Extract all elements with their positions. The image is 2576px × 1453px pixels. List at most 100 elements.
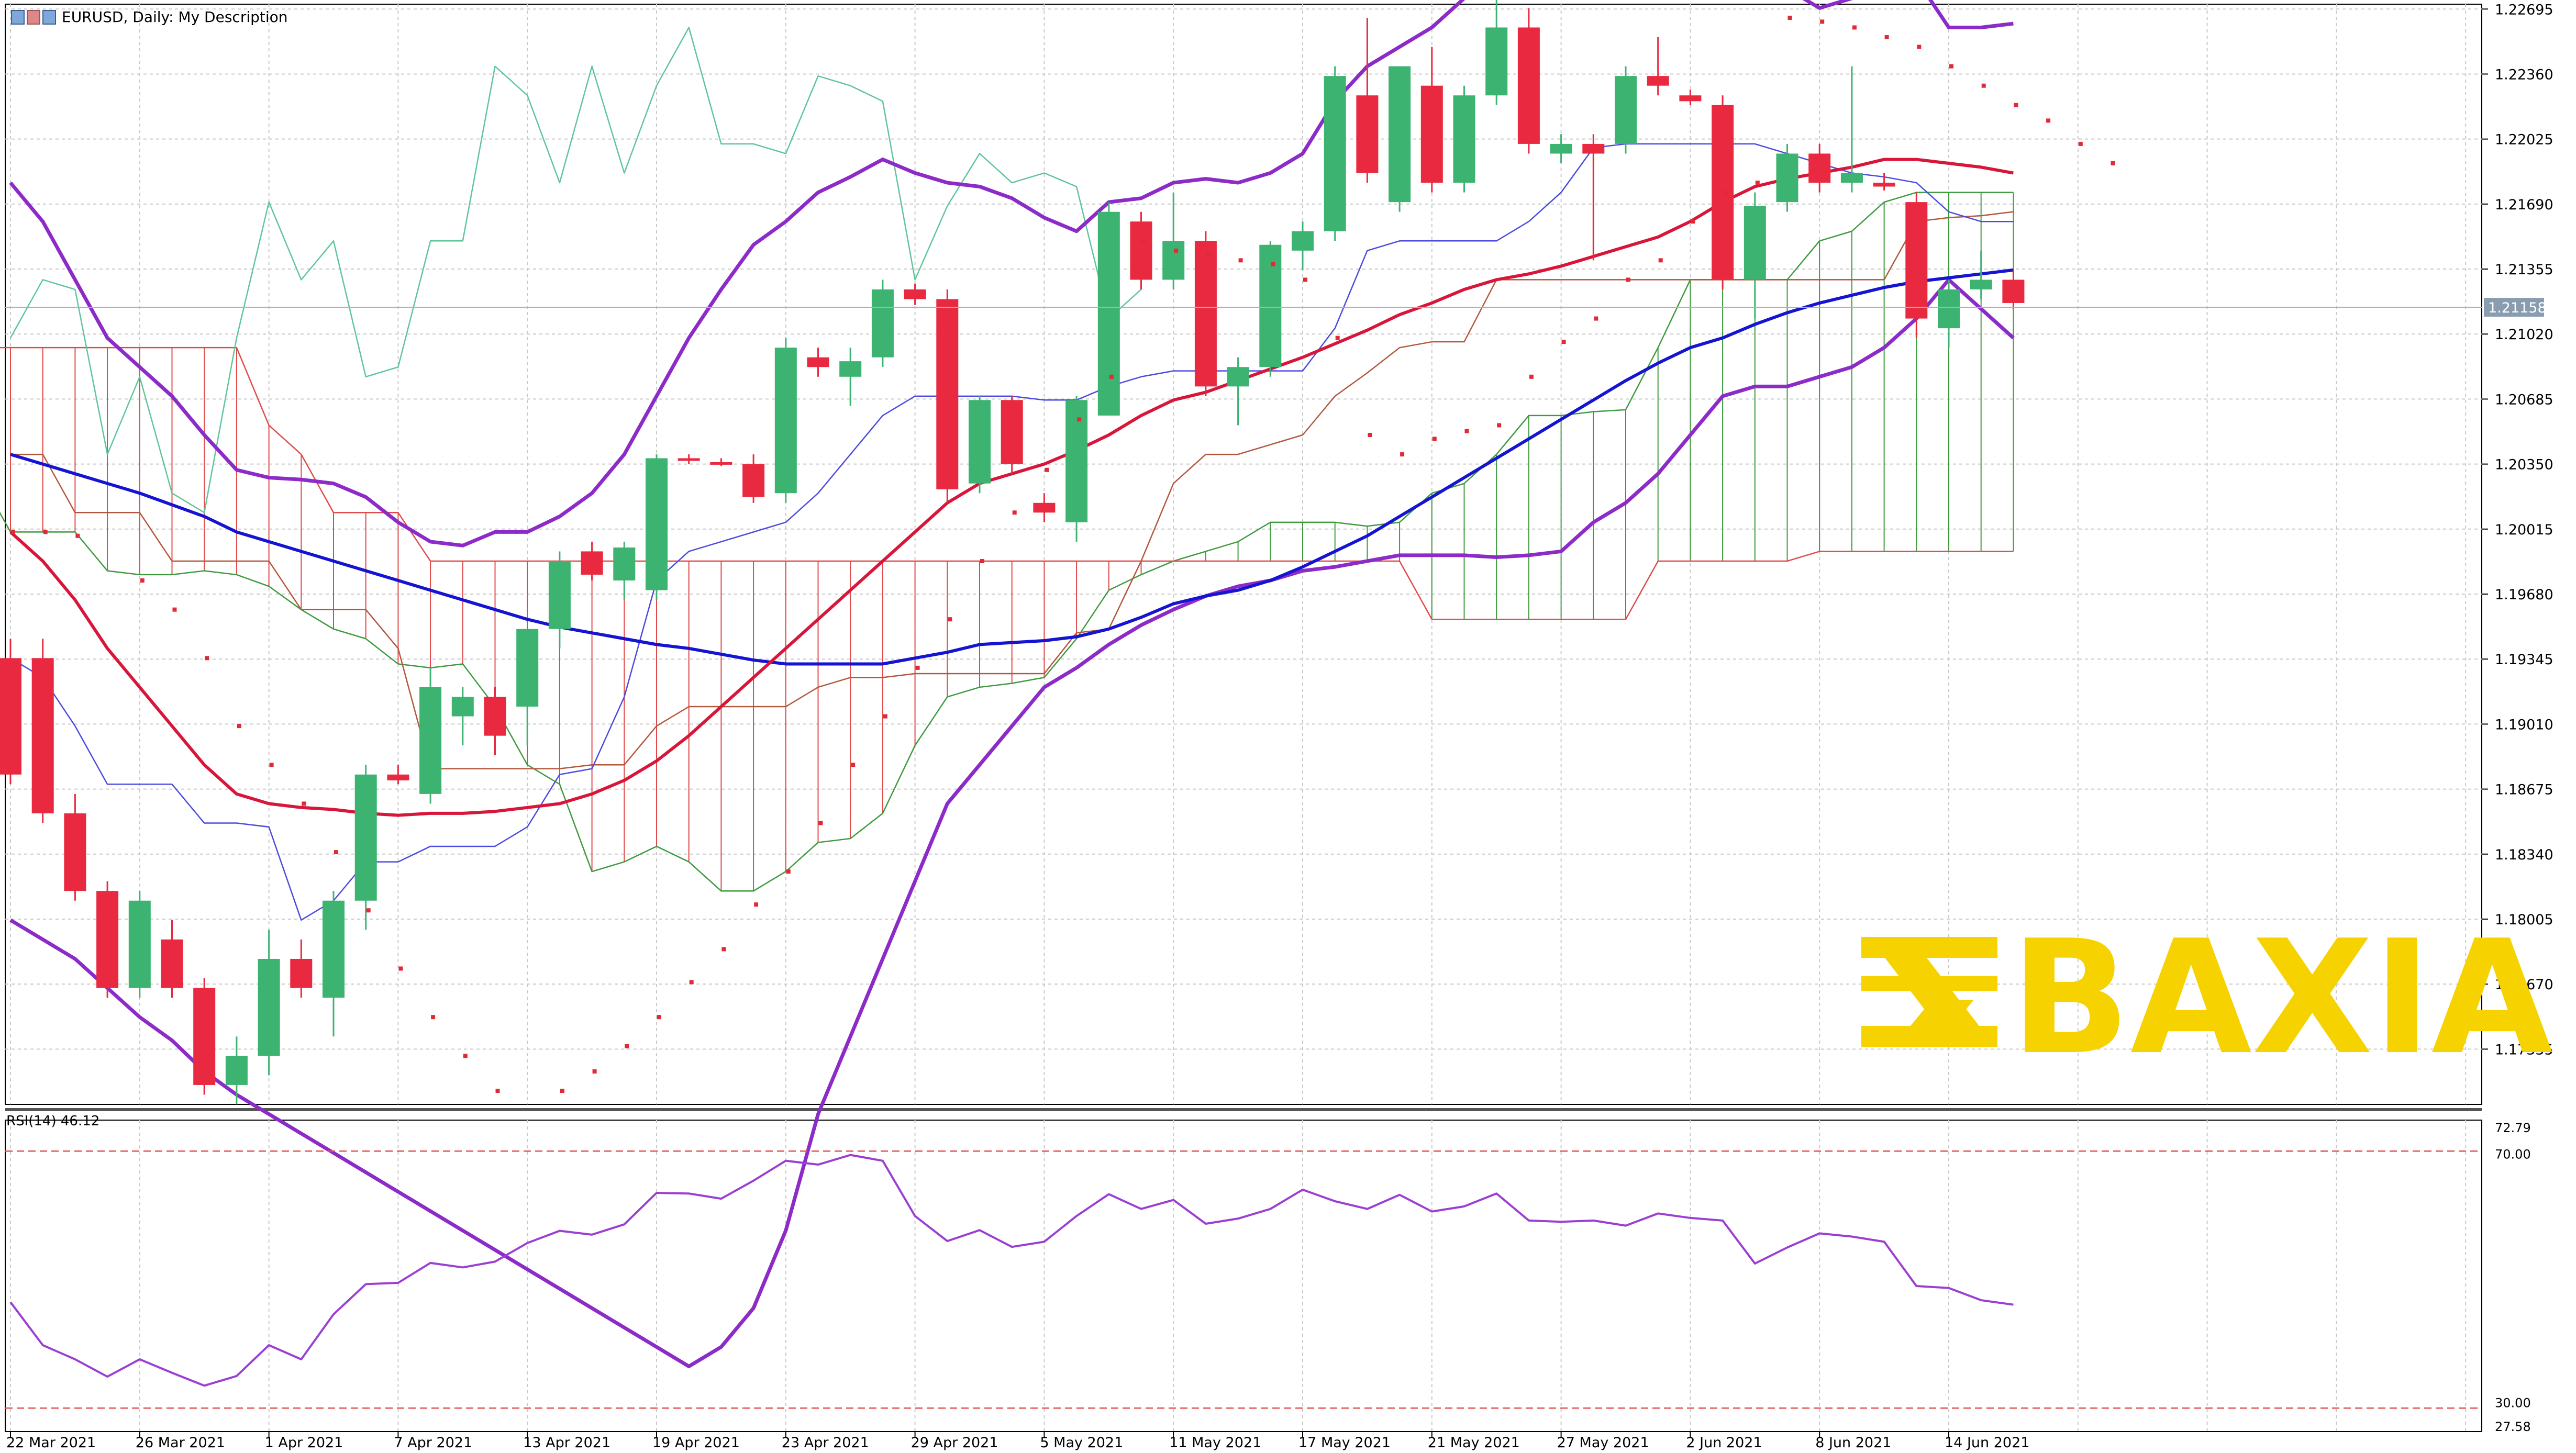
- candle-body[interactable]: [1647, 76, 1669, 86]
- candle-body[interactable]: [1679, 95, 1702, 102]
- candle-body[interactable]: [1615, 76, 1637, 144]
- candle[interactable]: [1324, 66, 1346, 241]
- candle-body[interactable]: [646, 458, 668, 590]
- candle-body[interactable]: [128, 900, 151, 988]
- candle-body[interactable]: [258, 958, 280, 1056]
- candle[interactable]: [969, 396, 991, 494]
- candle[interactable]: [451, 687, 474, 746]
- candle[interactable]: [1259, 241, 1282, 377]
- candle-body[interactable]: [581, 551, 603, 575]
- candle[interactable]: [1453, 85, 1475, 193]
- candle[interactable]: [1615, 66, 1637, 154]
- candle-body[interactable]: [1324, 76, 1346, 231]
- candle-body[interactable]: [1227, 367, 1249, 387]
- candle[interactable]: [1292, 221, 1314, 270]
- candle[interactable]: [1389, 66, 1411, 212]
- candle-body[interactable]: [839, 361, 862, 377]
- candle-body[interactable]: [613, 547, 636, 581]
- candle-body[interactable]: [1389, 66, 1411, 203]
- candle-body[interactable]: [1097, 211, 1120, 416]
- candle[interactable]: [1647, 37, 1669, 96]
- candle[interactable]: [1097, 202, 1120, 416]
- candle[interactable]: [1194, 231, 1217, 396]
- candle-body[interactable]: [936, 299, 959, 489]
- candle[interactable]: [258, 930, 280, 1076]
- candle[interactable]: [484, 687, 506, 755]
- candle-body[interactable]: [871, 289, 894, 357]
- candle[interactable]: [1679, 90, 1702, 105]
- candle[interactable]: [2002, 270, 2025, 309]
- candle[interactable]: [1065, 396, 1088, 542]
- candle-body[interactable]: [290, 958, 313, 988]
- candle-body[interactable]: [1712, 105, 1734, 280]
- candle[interactable]: [871, 280, 894, 367]
- candle-body[interactable]: [1453, 95, 1475, 183]
- candle[interactable]: [193, 978, 216, 1095]
- candle-body[interactable]: [0, 658, 21, 775]
- candle[interactable]: [323, 891, 345, 1037]
- candle[interactable]: [774, 338, 797, 503]
- candle[interactable]: [1420, 47, 1443, 193]
- candle-body[interactable]: [1162, 241, 1185, 280]
- candle[interactable]: [1840, 66, 1863, 193]
- candle[interactable]: [290, 939, 313, 998]
- candle-body[interactable]: [64, 813, 86, 891]
- candle-body[interactable]: [354, 774, 377, 901]
- candle[interactable]: [807, 348, 829, 377]
- candle[interactable]: [1162, 192, 1185, 289]
- candle[interactable]: [354, 765, 377, 930]
- candle-body[interactable]: [1194, 241, 1217, 387]
- candle[interactable]: [1873, 173, 1895, 191]
- candle[interactable]: [96, 881, 119, 998]
- candle-body[interactable]: [1905, 202, 1928, 319]
- candle[interactable]: [1033, 493, 1056, 522]
- candle-body[interactable]: [2002, 280, 2025, 303]
- candle-body[interactable]: [969, 400, 991, 484]
- candle-body[interactable]: [678, 458, 700, 461]
- candle[interactable]: [128, 891, 151, 998]
- candle-body[interactable]: [1744, 206, 1766, 280]
- candle-body[interactable]: [1776, 153, 1798, 203]
- candle[interactable]: [1970, 250, 1992, 299]
- candle-body[interactable]: [1938, 289, 1960, 329]
- candle[interactable]: [161, 920, 183, 998]
- candle-body[interactable]: [1292, 231, 1314, 251]
- candle-body[interactable]: [1970, 280, 1992, 289]
- candle-body[interactable]: [516, 629, 539, 707]
- candle[interactable]: [678, 454, 700, 464]
- candle-body[interactable]: [548, 561, 571, 629]
- candle[interactable]: [1582, 134, 1605, 261]
- candle[interactable]: [1356, 17, 1379, 183]
- candle-body[interactable]: [193, 988, 216, 1085]
- candle[interactable]: [419, 667, 442, 804]
- candle[interactable]: [1808, 143, 1831, 193]
- candle[interactable]: [1776, 143, 1798, 212]
- candle-body[interactable]: [1808, 153, 1831, 183]
- candles[interactable]: [0, 0, 2025, 1104]
- candle-body[interactable]: [225, 1056, 248, 1085]
- candle[interactable]: [1001, 396, 1023, 474]
- candle-body[interactable]: [710, 462, 732, 465]
- candle[interactable]: [613, 541, 636, 600]
- candle-body[interactable]: [904, 289, 926, 299]
- candle[interactable]: [516, 629, 539, 746]
- candle[interactable]: [904, 283, 926, 305]
- candle-body[interactable]: [31, 658, 54, 813]
- candle[interactable]: [1550, 134, 1572, 163]
- candle-body[interactable]: [419, 687, 442, 794]
- candle[interactable]: [225, 1036, 248, 1104]
- candle[interactable]: [936, 289, 959, 503]
- candle-body[interactable]: [387, 774, 409, 780]
- candle[interactable]: [646, 454, 668, 600]
- candle-body[interactable]: [323, 900, 345, 998]
- candle-body[interactable]: [774, 348, 797, 494]
- candle[interactable]: [1744, 192, 1766, 319]
- candle-body[interactable]: [1259, 244, 1282, 367]
- candle-body[interactable]: [1420, 85, 1443, 183]
- candle-body[interactable]: [1582, 143, 1605, 154]
- candle-body[interactable]: [484, 697, 506, 736]
- candle[interactable]: [64, 793, 86, 901]
- candle-body[interactable]: [96, 891, 119, 988]
- candle[interactable]: [0, 639, 21, 785]
